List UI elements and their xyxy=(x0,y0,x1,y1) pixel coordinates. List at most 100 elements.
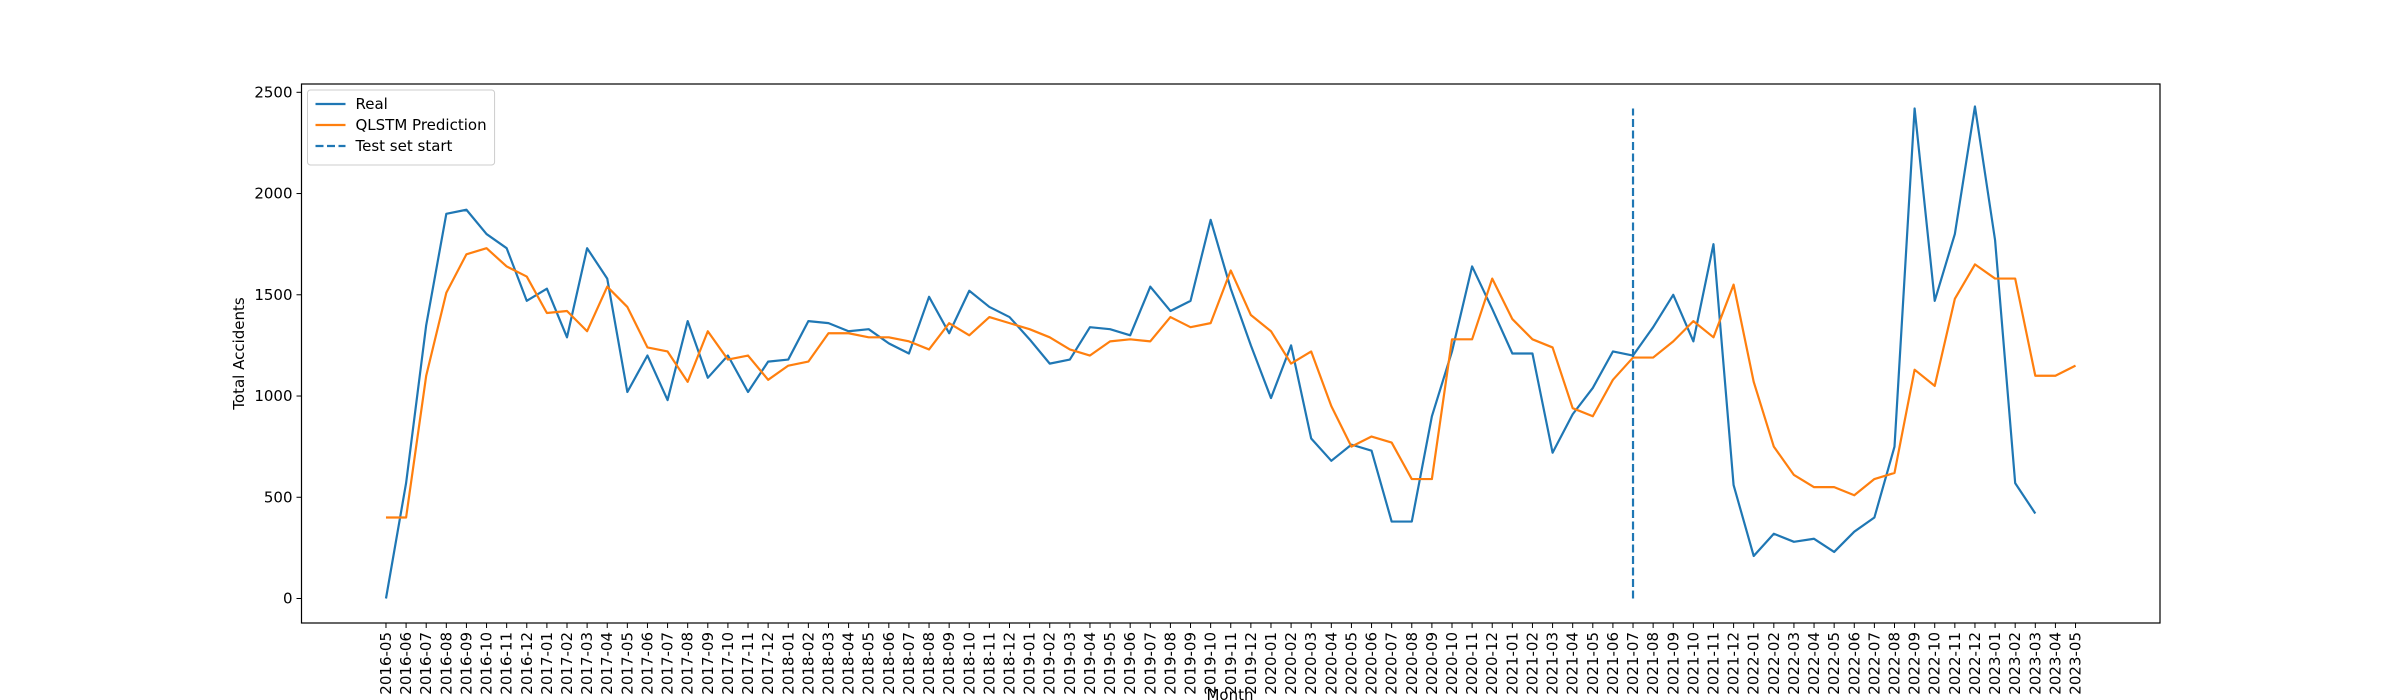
x-tick-label: 2017-08 xyxy=(679,632,697,695)
x-tick-label: 2017-07 xyxy=(659,632,677,695)
x-tick-label: 2022-06 xyxy=(1845,632,1863,695)
x-tick-label: 2022-01 xyxy=(1745,632,1763,695)
x-tick-label: 2020-06 xyxy=(1363,632,1381,695)
legend-label: Real xyxy=(356,95,388,113)
x-tick-label: 2018-07 xyxy=(900,632,918,695)
x-tick-label: 2018-03 xyxy=(819,632,837,695)
x-tick-label: 2017-09 xyxy=(699,632,717,695)
x-tick-label: 2020-02 xyxy=(1282,632,1300,695)
x-tick-label: 2022-04 xyxy=(1805,632,1823,695)
x-tick-label: 2020-07 xyxy=(1383,632,1401,695)
x-tick-label: 2020-01 xyxy=(1262,632,1280,695)
x-tick-label: 2019-02 xyxy=(1041,632,1059,695)
x-tick-label: 2016-05 xyxy=(377,632,395,695)
x-tick-label: 2021-09 xyxy=(1664,632,1682,695)
x-tick-label: 2017-02 xyxy=(558,632,576,695)
x-tick-label: 2021-01 xyxy=(1503,632,1521,695)
x-tick-label: 2018-02 xyxy=(799,632,817,695)
x-tick-label: 2018-01 xyxy=(779,632,797,695)
x-tick-label: 2017-04 xyxy=(598,632,616,695)
x-tick-label: 2022-08 xyxy=(1886,632,1904,695)
legend-label: Test set start xyxy=(355,137,453,155)
y-tick-label: 2500 xyxy=(254,83,292,101)
x-tick-label: 2023-05 xyxy=(2067,632,2085,695)
x-tick-label: 2019-10 xyxy=(1202,632,1220,695)
x-tick-label: 2021-06 xyxy=(1604,632,1622,695)
x-tick-label: 2019-08 xyxy=(1161,632,1179,695)
x-tick-label: 2019-01 xyxy=(1021,632,1039,695)
x-tick-label: 2021-05 xyxy=(1584,632,1602,695)
x-tick-label: 2017-06 xyxy=(638,632,656,695)
x-tick-label: 2019-06 xyxy=(1121,632,1139,695)
x-tick-label: 2019-05 xyxy=(1101,632,1119,695)
x-tick-label: 2021-08 xyxy=(1644,632,1662,695)
x-tick-label: 2016-06 xyxy=(397,632,415,695)
x-tick-label: 2022-11 xyxy=(1946,632,1964,695)
x-tick-label: 2018-11 xyxy=(980,632,998,695)
x-tick-label: 2020-08 xyxy=(1403,632,1421,695)
x-tick-label: 2016-10 xyxy=(478,632,496,695)
x-tick-label: 2020-05 xyxy=(1342,632,1360,695)
x-tick-label: 2017-12 xyxy=(759,632,777,695)
x-tick-label: 2019-03 xyxy=(1061,632,1079,695)
x-tick-label: 2022-02 xyxy=(1765,632,1783,695)
x-tick-label: 2017-11 xyxy=(739,632,757,695)
x-tick-label: 2020-04 xyxy=(1322,632,1340,695)
x-tick-label: 2017-05 xyxy=(618,632,636,695)
x-tick-label: 2018-08 xyxy=(920,632,938,695)
x-tick-label: 2021-10 xyxy=(1684,632,1702,695)
legend: Real QLSTM Prediction Test set start xyxy=(307,89,496,166)
x-tick-label: 2022-05 xyxy=(1825,632,1843,695)
x-tick-label: 2019-12 xyxy=(1242,632,1260,695)
y-tick-label: 1000 xyxy=(254,387,292,405)
y-tick-label: 2000 xyxy=(254,185,292,203)
plot-frame xyxy=(300,83,2161,624)
x-tick-label: 2021-02 xyxy=(1523,632,1541,695)
x-tick-label: 2021-03 xyxy=(1544,632,1562,695)
x-tick-label: 2023-01 xyxy=(1986,632,2004,695)
y-tick-label: 0 xyxy=(283,590,293,608)
x-tick-label: 2016-12 xyxy=(518,632,536,695)
x-tick-label: 2022-10 xyxy=(1926,632,1944,695)
line-series xyxy=(385,247,2077,519)
x-tick-label: 2019-11 xyxy=(1222,632,1240,695)
y-tick-label: 500 xyxy=(264,488,293,506)
y-axis-label: Total Accidents xyxy=(230,297,248,411)
x-tick-label: 2022-09 xyxy=(1906,632,1924,695)
x-tick-label: 2018-05 xyxy=(860,632,878,695)
x-tick-label: 2018-10 xyxy=(960,632,978,695)
x-tick-label: 2017-01 xyxy=(538,632,556,695)
x-tick-label: 2019-07 xyxy=(1141,632,1159,695)
legend-label: QLSTM Prediction xyxy=(356,116,487,134)
x-tick-label: 2016-11 xyxy=(498,632,516,695)
x-tick-label: 2023-03 xyxy=(2026,632,2044,695)
x-tick-label: 2023-02 xyxy=(2006,632,2024,695)
x-tick-label: 2022-12 xyxy=(1966,632,1984,695)
x-tick-label: 2018-06 xyxy=(880,632,898,695)
x-tick-label: 2020-12 xyxy=(1483,632,1501,695)
x-tick-label: 2016-07 xyxy=(417,632,435,695)
line-series xyxy=(384,105,2037,599)
x-tick-label: 2017-10 xyxy=(719,632,737,695)
x-tick-label: 2018-09 xyxy=(940,632,958,695)
x-tick-label: 2020-03 xyxy=(1302,632,1320,695)
legend-box xyxy=(307,89,496,166)
y-tick-label: 1500 xyxy=(254,286,292,304)
x-tick-label: 2018-04 xyxy=(840,632,858,695)
x-tick-label: 2018-12 xyxy=(1001,632,1019,695)
x-tick-label: 2016-08 xyxy=(437,632,455,695)
x-tick-label: 2020-10 xyxy=(1443,632,1461,695)
x-tick-label: 2020-09 xyxy=(1423,632,1441,695)
x-tick-label: 2016-09 xyxy=(457,632,475,695)
x-tick-label: 2022-07 xyxy=(1865,632,1883,695)
x-tick-label: 2022-03 xyxy=(1785,632,1803,695)
x-tick-label: 2021-12 xyxy=(1725,632,1743,695)
x-tick-label: 2019-04 xyxy=(1081,632,1099,695)
x-axis-label: Month xyxy=(1206,686,1253,700)
x-tick-label: 2021-07 xyxy=(1624,632,1642,695)
x-tick-label: 2017-03 xyxy=(578,632,596,695)
x-tick-label: 2021-04 xyxy=(1564,632,1582,695)
x-tick-label: 2023-04 xyxy=(2046,632,2064,695)
x-tick-label: 2021-11 xyxy=(1704,632,1722,695)
